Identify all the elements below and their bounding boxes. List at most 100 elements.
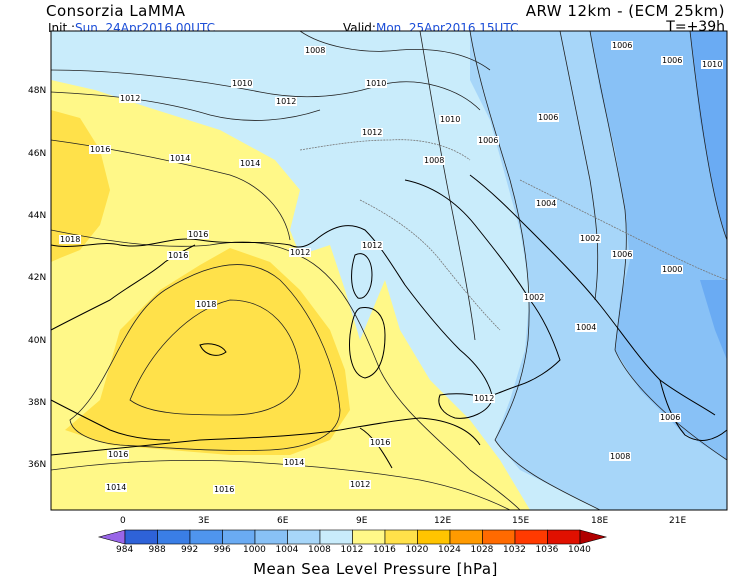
- colorbar-segment: [384, 529, 418, 545]
- colorbar-segment: [482, 529, 516, 545]
- colorbar-segment: [124, 529, 158, 545]
- latitude-label: 36N: [28, 460, 47, 470]
- isobar-label-bg: [361, 241, 383, 250]
- zone-1016-1020-south: [65, 248, 350, 455]
- colorbar-tick-label: 1024: [438, 545, 461, 555]
- coastline-africa: [51, 417, 481, 456]
- pressure-field: 1008 1010 1010 1012 1012 1012 1016 1014 1014 1016…: [51, 31, 727, 510]
- isobar-label-bg: [195, 300, 217, 309]
- isobars: [51, 31, 727, 510]
- latitude-label: 46N: [28, 149, 47, 159]
- isobar-label: 1016: [108, 450, 128, 459]
- isobar-label-bg: [231, 79, 253, 88]
- border-balkans: [519, 179, 727, 281]
- isobar-label-bg: [609, 452, 631, 461]
- colorbar-tick-label: 984: [116, 545, 134, 555]
- isobar-label-bg: [59, 235, 81, 244]
- isobar-label: 1016: [214, 485, 234, 494]
- isobar-label: 1018: [60, 235, 80, 244]
- isobar: [299, 31, 491, 71]
- coastline-france-spain: [51, 237, 319, 248]
- isobar-label-bg: [169, 154, 191, 163]
- colorbar-tick-label: 1000: [243, 545, 266, 555]
- isobar-label: 1012: [474, 394, 494, 403]
- isobar-label: 1002: [580, 234, 600, 243]
- isobar-label-bg: [187, 230, 209, 239]
- isobar-label: 1014: [106, 483, 126, 492]
- latitude-label: 48N: [28, 86, 47, 96]
- isobar-label-bg: [661, 56, 683, 65]
- coastline-adriatic-east: [469, 174, 716, 416]
- isobar: [469, 31, 601, 510]
- isobar-label: 1000: [662, 265, 682, 274]
- longitude-label: 12E: [434, 516, 452, 526]
- zone-1000-1004: [590, 31, 727, 460]
- latitude-label: 40N: [28, 336, 47, 346]
- map-frame: [50, 30, 728, 511]
- colorbar-tick-label: 1012: [340, 545, 364, 555]
- zone-996-1000: [690, 31, 727, 240]
- coastline-sardinia: [349, 306, 386, 379]
- isobar-label: 1012: [276, 97, 296, 106]
- isobar-label-bg: [369, 438, 391, 447]
- isobar-label: 1004: [576, 323, 596, 332]
- isobar-label: 1006: [612, 41, 632, 50]
- isobar-label-bg: [537, 113, 559, 122]
- isobar-label-bg: [89, 145, 111, 154]
- isobar-label: 1008: [610, 452, 630, 461]
- isobar-label-bg: [477, 136, 499, 145]
- longitude-label: 15E: [512, 516, 530, 526]
- isobar-label: 1006: [538, 113, 558, 122]
- border-italy-regions: [359, 199, 501, 331]
- isobar-label: 1010: [366, 79, 386, 88]
- coastline-sicily: [438, 393, 493, 419]
- isobar-label-bg: [304, 46, 326, 55]
- latitude-label: 38N: [28, 398, 47, 408]
- isobar-label: 1016: [188, 230, 208, 239]
- longitude-label: 6E: [277, 516, 289, 526]
- isobar-label-bg: [661, 265, 683, 274]
- isobar-label: 1010: [440, 115, 460, 124]
- colorbar-segment: [417, 529, 451, 545]
- isobar: [589, 31, 727, 461]
- latitude-label: 44N: [28, 211, 47, 221]
- isobar-label: 1016: [370, 438, 390, 447]
- isobar-label-bg: [107, 450, 129, 459]
- isobar-label: 1006: [612, 250, 632, 259]
- isobar-label: 1012: [362, 128, 382, 137]
- isobar-label: 1012: [120, 94, 140, 103]
- coastline-spain-south: [51, 399, 171, 441]
- colorbar-segment: [287, 529, 321, 545]
- isobar-label-bg: [119, 94, 141, 103]
- isobar-label-bg: [275, 97, 297, 106]
- isobar: [559, 31, 599, 301]
- isobar-label-bg: [611, 250, 633, 259]
- isobar: [69, 264, 341, 451]
- colorbar-segment: [449, 529, 483, 545]
- isobar-label: 1004: [536, 199, 556, 208]
- colorbar-segment: [514, 529, 548, 545]
- isobar-label-bg: [523, 293, 545, 302]
- isobar-label-bg: [361, 128, 383, 137]
- colorbar-segment: [352, 529, 386, 545]
- longitude-label: 21E: [669, 516, 687, 526]
- colorbar-tick-label: 992: [181, 545, 199, 555]
- colorbar-segment: [222, 529, 256, 545]
- colorbar-title: Mean Sea Level Pressure [hPa]: [253, 560, 498, 578]
- latitude-label: 42N: [28, 273, 47, 283]
- colorbar-tick-label: 1032: [503, 545, 526, 555]
- isobar-label: 1002: [524, 293, 544, 302]
- organization-title: Consorzia LaMMA: [46, 2, 186, 20]
- isobar-label: 1012: [290, 248, 310, 257]
- isobar: [51, 460, 511, 510]
- longitude-label: 9E: [356, 516, 368, 526]
- coastline-italy-west: [317, 225, 493, 396]
- isobar-label-bg: [701, 60, 723, 69]
- isobar-label-bg: [535, 199, 557, 208]
- coastline-corsica: [351, 253, 373, 299]
- model-title: ARW 12km - (ECM 25km): [525, 2, 725, 20]
- colorbar-segment: [157, 529, 191, 545]
- isobar: [51, 91, 321, 121]
- isobar: [689, 31, 727, 241]
